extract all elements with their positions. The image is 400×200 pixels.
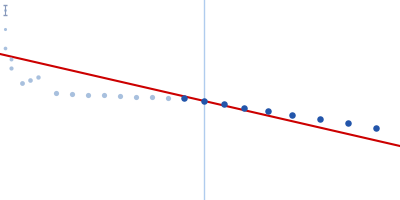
Point <box>241 106 247 109</box>
Point <box>117 95 123 98</box>
Point <box>85 93 91 96</box>
Point <box>289 114 295 117</box>
Point <box>165 96 171 100</box>
Point <box>27 78 33 82</box>
Point <box>181 97 187 100</box>
Point <box>53 91 59 95</box>
Point <box>8 66 14 70</box>
Point <box>133 95 139 99</box>
Point <box>221 102 227 106</box>
Point <box>345 122 351 125</box>
Point <box>149 96 155 99</box>
Point <box>373 126 379 129</box>
Point <box>69 92 75 96</box>
Point <box>2 27 8 31</box>
Point <box>19 81 25 85</box>
Point <box>201 99 207 102</box>
Point <box>35 75 41 79</box>
Point <box>101 94 107 97</box>
Point <box>317 118 323 121</box>
Point <box>2 8 8 12</box>
Point <box>2 46 8 50</box>
Point <box>181 97 187 100</box>
Point <box>8 57 14 61</box>
Point <box>265 110 271 113</box>
